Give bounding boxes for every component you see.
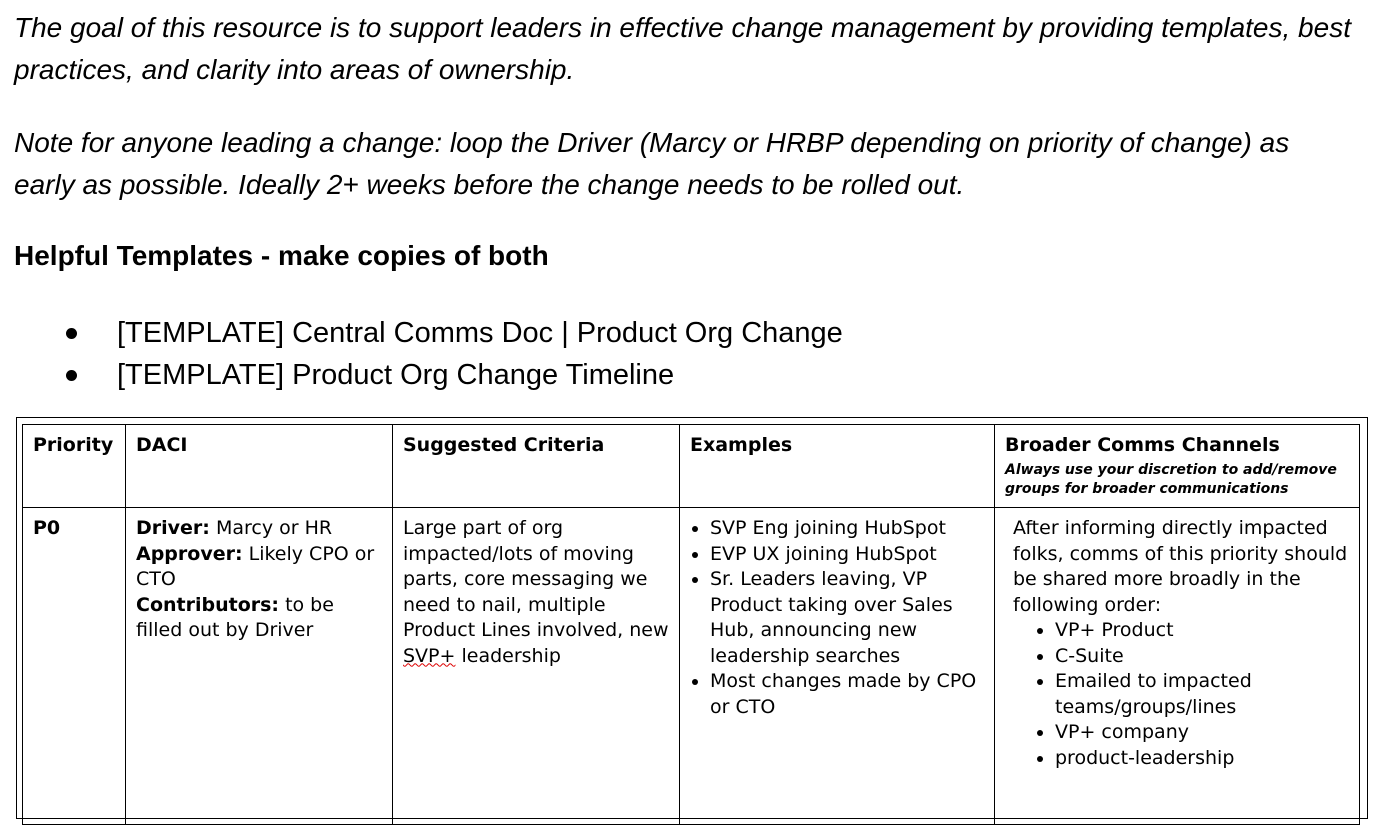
channels-list: VP+ Product C-Suite Emailed to impacted … [1013, 618, 1349, 771]
header-daci: DACI [125, 424, 393, 508]
template-link-central-comms[interactable]: [TEMPLATE] Central Comms Doc | Product O… [0, 312, 843, 354]
cell-criteria: Large part of org impacted/lots of movin… [392, 507, 680, 825]
header-channels-note: Always use your discretion to add/remove… [1005, 461, 1337, 497]
table-header-row: Priority DACI Suggested Criteria Example… [22, 424, 1360, 508]
priority-table: Priority DACI Suggested Criteria Example… [22, 424, 1360, 825]
example-item: EVP UX joining HubSpot [710, 542, 984, 568]
channel-item: product-leadership [1055, 746, 1349, 772]
contributors-label: Contributors: [136, 593, 280, 616]
table-row: P0 Driver: Marcy or HR Approver: Likely … [22, 507, 1360, 825]
driver-value: Marcy or HR [209, 517, 333, 539]
header-priority: Priority [22, 424, 126, 508]
contributors-value: to be filled out by Driver [136, 593, 334, 642]
channel-item: C-Suite [1055, 644, 1349, 670]
templates-list: [TEMPLATE] Central Comms Doc | Product O… [0, 312, 843, 396]
templates-heading: Helpful Templates - make copies of both [14, 240, 549, 271]
example-item: Sr. Leaders leaving, VP Product taking o… [710, 567, 984, 669]
note-paragraph: Note for anyone leading a change: loop t… [14, 127, 1290, 200]
header-channels: Broader Comms Channels Always use your di… [994, 424, 1360, 508]
approver-label: Approver: [136, 542, 243, 565]
header-channels-title: Broader Comms Channels [1005, 434, 1280, 456]
template-link-timeline[interactable]: [TEMPLATE] Product Org Change Timeline [0, 354, 843, 396]
header-examples: Examples [679, 424, 995, 508]
driver-label: Driver: [136, 517, 210, 539]
spellcheck-flagged-word: SVP+ [403, 644, 456, 667]
approver-value: Likely CPO or CTO [136, 542, 375, 591]
channels-intro: After informing directly impacted folks,… [1013, 517, 1348, 616]
example-item: SVP Eng joining HubSpot [710, 516, 984, 542]
header-criteria: Suggested Criteria [392, 424, 680, 508]
cell-channels: After informing directly impacted folks,… [994, 507, 1360, 825]
cell-daci: Driver: Marcy or HR Approver: Likely CPO… [125, 507, 393, 825]
goal-paragraph: The goal of this resource is to support … [14, 12, 1351, 85]
criteria-text-end: leadership [455, 644, 561, 667]
cell-priority: P0 [22, 507, 126, 825]
channel-item: Emailed to impacted teams/groups/lines [1055, 669, 1349, 720]
example-item: Most changes made by CPO or CTO [710, 669, 984, 720]
cell-examples: SVP Eng joining HubSpot EVP UX joining H… [679, 507, 995, 825]
channel-item: VP+ Product [1055, 618, 1349, 644]
channel-item: VP+ company [1055, 720, 1349, 746]
examples-list: SVP Eng joining HubSpot EVP UX joining H… [690, 516, 984, 720]
criteria-text: Large part of org impacted/lots of movin… [403, 517, 669, 641]
